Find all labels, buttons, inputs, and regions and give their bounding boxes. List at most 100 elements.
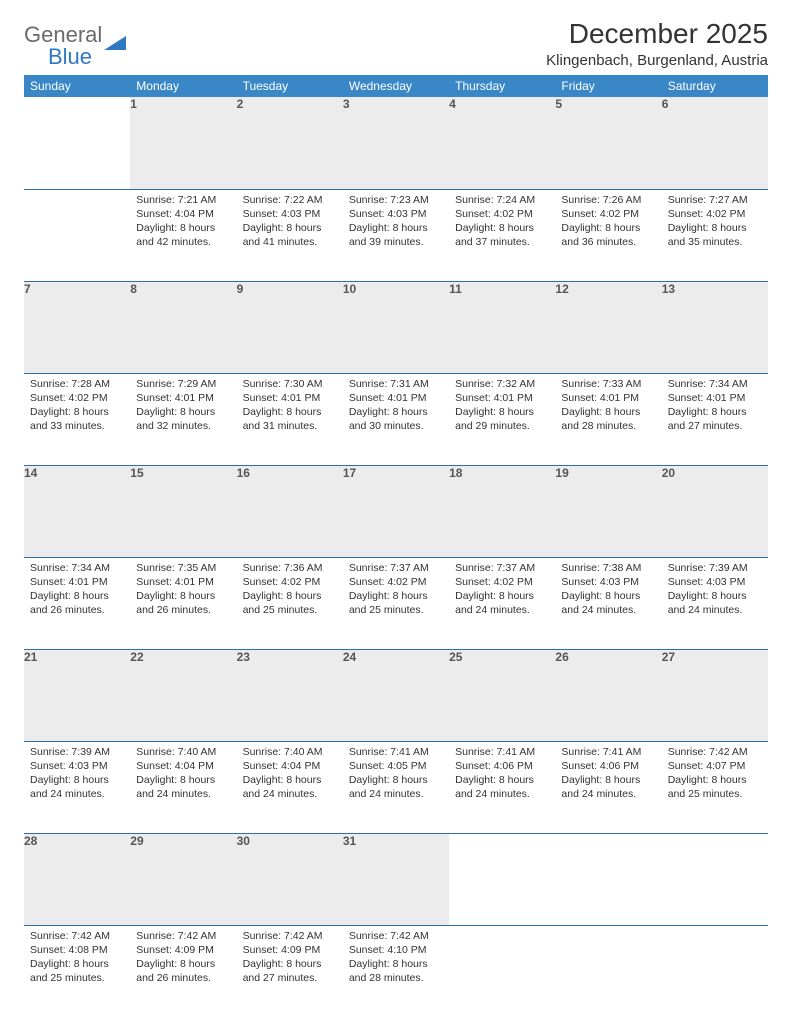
day-cell: Sunrise: 7:40 AMSunset: 4:04 PMDaylight:… [130,741,236,833]
day-header: Thursday [449,75,555,97]
day-cell: Sunrise: 7:21 AMSunset: 4:04 PMDaylight:… [130,189,236,281]
day-cell: Sunrise: 7:42 AMSunset: 4:10 PMDaylight:… [343,925,449,1017]
day-header: Friday [555,75,661,97]
day-cell: Sunrise: 7:41 AMSunset: 4:06 PMDaylight:… [449,741,555,833]
week-row: Sunrise: 7:34 AMSunset: 4:01 PMDaylight:… [24,557,768,649]
day-details: Sunrise: 7:32 AMSunset: 4:01 PMDaylight:… [449,374,555,440]
logo-text-sub: Blue [48,46,102,68]
day-cell: Sunrise: 7:39 AMSunset: 4:03 PMDaylight:… [24,741,130,833]
month-title: December 2025 [546,18,768,50]
day-cell [555,925,661,1017]
day-cell: Sunrise: 7:41 AMSunset: 4:06 PMDaylight:… [555,741,661,833]
day-details: Sunrise: 7:35 AMSunset: 4:01 PMDaylight:… [130,558,236,624]
day-number: 14 [24,465,130,557]
day-cell: Sunrise: 7:42 AMSunset: 4:09 PMDaylight:… [130,925,236,1017]
day-details: Sunrise: 7:27 AMSunset: 4:02 PMDaylight:… [662,190,768,256]
day-cell: Sunrise: 7:34 AMSunset: 4:01 PMDaylight:… [662,373,768,465]
day-details: Sunrise: 7:34 AMSunset: 4:01 PMDaylight:… [24,558,130,624]
day-number: 12 [555,281,661,373]
day-number: 26 [555,649,661,741]
week-row: Sunrise: 7:28 AMSunset: 4:02 PMDaylight:… [24,373,768,465]
day-number: 8 [130,281,236,373]
day-number: 30 [237,833,343,925]
day-cell: Sunrise: 7:22 AMSunset: 4:03 PMDaylight:… [237,189,343,281]
header: General Blue December 2025 Klingenbach, … [24,18,768,69]
day-cell: Sunrise: 7:38 AMSunset: 4:03 PMDaylight:… [555,557,661,649]
day-details: Sunrise: 7:21 AMSunset: 4:04 PMDaylight:… [130,190,236,256]
day-details: Sunrise: 7:22 AMSunset: 4:03 PMDaylight:… [237,190,343,256]
day-details: Sunrise: 7:33 AMSunset: 4:01 PMDaylight:… [555,374,661,440]
day-cell: Sunrise: 7:27 AMSunset: 4:02 PMDaylight:… [662,189,768,281]
day-details: Sunrise: 7:38 AMSunset: 4:03 PMDaylight:… [555,558,661,624]
day-details: Sunrise: 7:40 AMSunset: 4:04 PMDaylight:… [237,742,343,808]
day-cell: Sunrise: 7:32 AMSunset: 4:01 PMDaylight:… [449,373,555,465]
day-number: 19 [555,465,661,557]
day-header: Tuesday [237,75,343,97]
day-number: 16 [237,465,343,557]
day-number [662,833,768,925]
day-number: 17 [343,465,449,557]
day-details: Sunrise: 7:40 AMSunset: 4:04 PMDaylight:… [130,742,236,808]
day-details: Sunrise: 7:37 AMSunset: 4:02 PMDaylight:… [449,558,555,624]
day-cell: Sunrise: 7:26 AMSunset: 4:02 PMDaylight:… [555,189,661,281]
week-row: Sunrise: 7:39 AMSunset: 4:03 PMDaylight:… [24,741,768,833]
day-details: Sunrise: 7:23 AMSunset: 4:03 PMDaylight:… [343,190,449,256]
calendar-page: General Blue December 2025 Klingenbach, … [0,0,792,1035]
day-cell: Sunrise: 7:31 AMSunset: 4:01 PMDaylight:… [343,373,449,465]
day-details: Sunrise: 7:36 AMSunset: 4:02 PMDaylight:… [237,558,343,624]
day-number: 23 [237,649,343,741]
day-header: Wednesday [343,75,449,97]
day-cell [662,925,768,1017]
daynum-row: 78910111213 [24,281,768,373]
daynum-row: 14151617181920 [24,465,768,557]
day-details: Sunrise: 7:26 AMSunset: 4:02 PMDaylight:… [555,190,661,256]
day-number: 9 [237,281,343,373]
day-details: Sunrise: 7:30 AMSunset: 4:01 PMDaylight:… [237,374,343,440]
day-details: Sunrise: 7:39 AMSunset: 4:03 PMDaylight:… [24,742,130,808]
day-cell: Sunrise: 7:28 AMSunset: 4:02 PMDaylight:… [24,373,130,465]
day-details: Sunrise: 7:42 AMSunset: 4:09 PMDaylight:… [130,926,236,992]
day-cell: Sunrise: 7:23 AMSunset: 4:03 PMDaylight:… [343,189,449,281]
day-cell: Sunrise: 7:37 AMSunset: 4:02 PMDaylight:… [449,557,555,649]
day-cell: Sunrise: 7:41 AMSunset: 4:05 PMDaylight:… [343,741,449,833]
day-number: 20 [662,465,768,557]
day-number: 7 [24,281,130,373]
day-cell: Sunrise: 7:36 AMSunset: 4:02 PMDaylight:… [237,557,343,649]
day-number: 10 [343,281,449,373]
daynum-row: 21222324252627 [24,649,768,741]
day-cell: Sunrise: 7:42 AMSunset: 4:08 PMDaylight:… [24,925,130,1017]
triangle-icon [104,34,130,59]
day-number: 27 [662,649,768,741]
week-row: Sunrise: 7:21 AMSunset: 4:04 PMDaylight:… [24,189,768,281]
day-cell: Sunrise: 7:30 AMSunset: 4:01 PMDaylight:… [237,373,343,465]
day-details: Sunrise: 7:41 AMSunset: 4:05 PMDaylight:… [343,742,449,808]
day-number: 18 [449,465,555,557]
day-number: 2 [237,97,343,189]
calendar-table: Sunday Monday Tuesday Wednesday Thursday… [24,75,768,1017]
day-number: 29 [130,833,236,925]
logo-text-main: General [24,24,102,46]
day-cell: Sunrise: 7:42 AMSunset: 4:09 PMDaylight:… [237,925,343,1017]
day-cell [449,925,555,1017]
day-header-row: Sunday Monday Tuesday Wednesday Thursday… [24,75,768,97]
day-number [449,833,555,925]
day-number [24,97,130,189]
day-number: 13 [662,281,768,373]
day-details: Sunrise: 7:39 AMSunset: 4:03 PMDaylight:… [662,558,768,624]
day-header: Monday [130,75,236,97]
day-number: 11 [449,281,555,373]
daynum-row: 28293031 [24,833,768,925]
day-details: Sunrise: 7:41 AMSunset: 4:06 PMDaylight:… [555,742,661,808]
day-number: 5 [555,97,661,189]
day-number: 15 [130,465,236,557]
day-cell: Sunrise: 7:35 AMSunset: 4:01 PMDaylight:… [130,557,236,649]
day-details: Sunrise: 7:37 AMSunset: 4:02 PMDaylight:… [343,558,449,624]
day-number: 1 [130,97,236,189]
day-details: Sunrise: 7:42 AMSunset: 4:07 PMDaylight:… [662,742,768,808]
day-header: Saturday [662,75,768,97]
day-cell: Sunrise: 7:40 AMSunset: 4:04 PMDaylight:… [237,741,343,833]
day-number [555,833,661,925]
day-details: Sunrise: 7:42 AMSunset: 4:08 PMDaylight:… [24,926,130,992]
day-details: Sunrise: 7:41 AMSunset: 4:06 PMDaylight:… [449,742,555,808]
week-row: Sunrise: 7:42 AMSunset: 4:08 PMDaylight:… [24,925,768,1017]
